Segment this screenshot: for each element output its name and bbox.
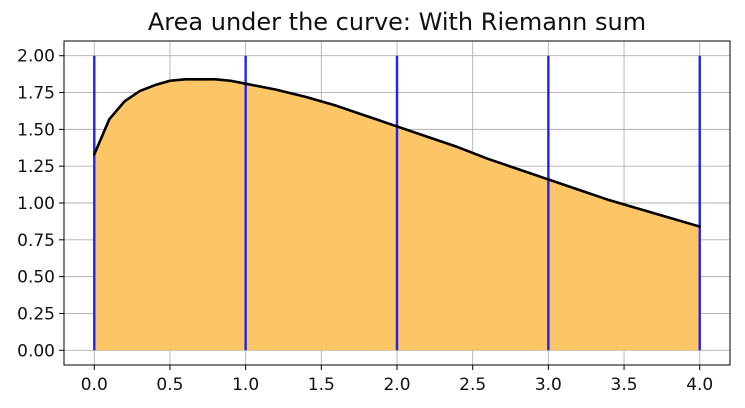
x-tick-label-5: 2.5 bbox=[459, 375, 486, 395]
y-tick-label-4: 1.00 bbox=[17, 194, 55, 214]
y-tick-label-2: 0.50 bbox=[17, 268, 55, 288]
y-tick-label-3: 0.75 bbox=[17, 231, 55, 251]
x-tick-label-0: 0.0 bbox=[81, 375, 108, 395]
x-axis-ticks: 0.0 0.5 1.0 1.5 2.0 2.5 3.0 3.5 4.0 bbox=[81, 365, 713, 395]
x-tick-label-8: 4.0 bbox=[686, 375, 713, 395]
y-tick-label-8: 2.00 bbox=[17, 47, 55, 67]
x-tick-label-4: 2.0 bbox=[383, 375, 410, 395]
x-tick-label-7: 3.5 bbox=[611, 375, 638, 395]
riemann-lines bbox=[93, 55, 701, 351]
chart-title: Area under the curve: With Riemann sum bbox=[148, 8, 646, 36]
y-tick-label-6: 1.50 bbox=[17, 120, 55, 140]
y-axis-ticks: 0.00 0.25 0.50 0.75 1.00 1.25 1.50 1.75 2.00 bbox=[17, 47, 64, 361]
x-tick-label-2: 1.0 bbox=[232, 375, 259, 395]
curve-line bbox=[92, 77, 702, 228]
y-tick-label-1: 0.25 bbox=[17, 304, 55, 324]
x-tick-label-3: 1.5 bbox=[308, 375, 335, 395]
x-tick-label-1: 0.5 bbox=[156, 375, 183, 395]
y-tick-label-5: 1.25 bbox=[17, 157, 55, 177]
curve-layer bbox=[92, 77, 702, 228]
y-tick-label-7: 1.75 bbox=[17, 84, 55, 104]
x-tick-label-6: 3.0 bbox=[535, 375, 562, 395]
y-tick-label-0: 0.00 bbox=[17, 341, 55, 361]
